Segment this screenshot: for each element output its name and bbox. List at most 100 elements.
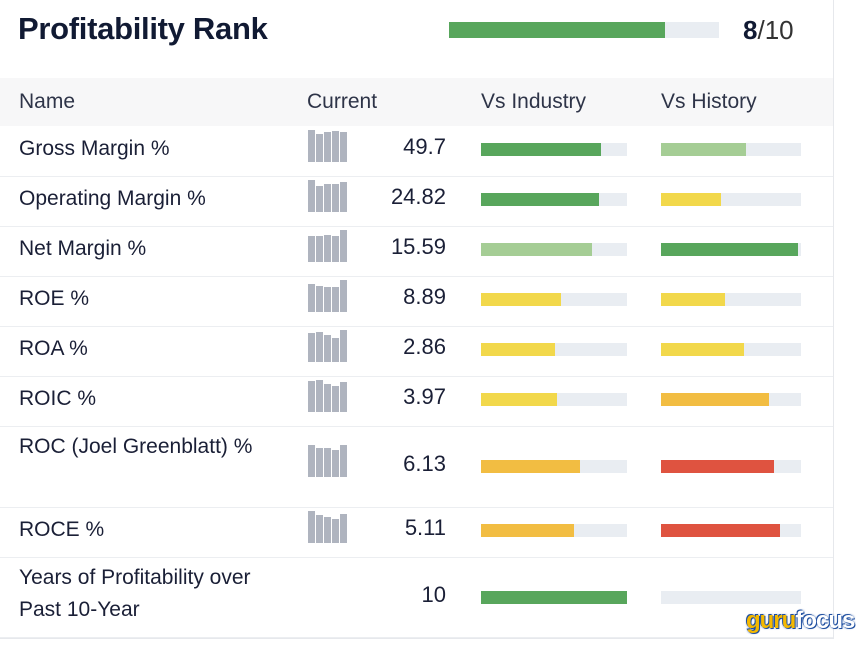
current-value: 2.86 [403,334,446,359]
rank-bar [449,22,719,38]
table-header: Name Current Vs Industry Vs History [0,78,833,126]
metric-name: ROCE % [19,518,105,541]
rank-value: 8 [743,15,758,45]
table-row[interactable]: Years of Profitability over Past 10-Year… [0,557,833,638]
vs-industry-fill [481,193,600,206]
vs-history-fill [661,193,722,206]
metric-name: ROIC % [19,387,97,410]
current-value: 24.82 [390,184,446,209]
spark-bar [316,286,323,312]
spark-bar [324,517,331,543]
spark-bar [316,236,323,262]
spark-bar [324,384,331,412]
spark-bar [308,284,315,312]
header-current[interactable]: Current [307,90,378,113]
vs-industry-bar [481,143,627,156]
vs-history-bar [661,393,801,406]
vs-history-fill [661,524,780,537]
vs-history-bar [661,193,801,206]
sparkline-icon[interactable] [308,380,348,412]
table-row[interactable]: Net Margin % 15.59 [0,226,833,277]
spark-bar [332,386,339,412]
spark-bar [316,134,323,162]
spark-bar [340,132,347,162]
spark-bar [332,519,339,543]
spark-bar [308,381,315,412]
metric-name: Operating Margin % [19,187,206,210]
spark-bar [340,382,347,412]
spark-bar [324,132,331,162]
vs-industry-fill [481,591,627,604]
current-value: 3.97 [403,384,446,409]
rank-bar-fill [449,22,665,38]
current-value: 8.89 [403,284,446,309]
vs-industry-bar [481,460,627,473]
spark-bar [340,230,347,262]
table-row[interactable]: ROA % 2.86 [0,326,833,377]
spark-bar [316,186,323,212]
spark-bar [340,445,347,477]
current-value: 15.59 [390,234,446,259]
table-row[interactable]: ROE % 8.89 [0,276,833,327]
spark-bar [324,235,331,262]
vs-industry-bar [481,524,627,537]
current-value: 6.13 [403,451,446,476]
table-row[interactable]: Operating Margin % 24.82 [0,176,833,227]
current-value: 10 [421,582,446,607]
vs-history-fill [661,460,775,473]
spark-bar [324,335,331,362]
vs-history-bar [661,524,801,537]
sparkline-icon[interactable] [308,130,348,162]
sparkline-icon[interactable] [308,230,348,262]
spark-bar [316,448,323,477]
header-vs-history[interactable]: Vs History [661,90,757,113]
header-name[interactable]: Name [19,90,76,113]
vs-history-fill [661,293,726,306]
vs-history-bar [661,293,801,306]
sparkline-icon[interactable] [308,330,348,362]
spark-bar [324,287,331,312]
metric-name: ROA % [19,337,88,360]
vs-industry-bar [481,591,627,604]
table-row[interactable]: Gross Margin % 49.7 [0,126,833,177]
spark-bar [340,330,347,362]
spark-bar [340,514,347,543]
vs-history-bar [661,460,801,473]
vs-industry-fill [481,293,562,306]
current-value: 49.7 [403,134,446,159]
vs-history-bar [661,143,801,156]
sparkline-icon[interactable] [308,280,348,312]
sparkline-icon[interactable] [308,511,348,543]
vs-industry-bar [481,293,627,306]
metric-name: Years of Profitability over Past 10-Year [19,566,251,621]
vs-industry-fill [481,393,557,406]
spark-bar [332,236,339,262]
header-vs-industry[interactable]: Vs Industry [481,90,587,113]
vs-history-bar [661,591,801,604]
sparkline-icon[interactable] [308,180,348,212]
spark-bar [316,332,323,362]
metric-name: Gross Margin % [19,137,170,160]
spark-bar [324,184,331,212]
table-row[interactable]: ROC (Joel Greenblatt) % 6.13 [0,426,833,508]
spark-bar [308,180,315,212]
vs-history-fill [661,243,799,256]
spark-bar [308,445,315,477]
table-row[interactable]: ROIC % 3.97 [0,376,833,427]
vs-industry-fill [481,143,601,156]
page-title: Profitability Rank [18,11,268,46]
vs-history-fill [661,343,744,356]
metric-name: Net Margin % [19,237,147,260]
spark-bar [332,338,339,362]
vs-industry-fill [481,343,556,356]
current-value: 5.11 [404,515,446,540]
spark-bar [340,182,347,212]
spark-bar [308,236,315,262]
table-row[interactable]: ROCE % 5.11 [0,507,833,558]
vs-industry-fill [481,524,575,537]
spark-bar [332,450,339,477]
rank-score: 8/10 [743,15,794,46]
vs-industry-fill [481,460,581,473]
spark-bar [340,280,347,312]
sparkline-icon[interactable] [308,445,348,477]
